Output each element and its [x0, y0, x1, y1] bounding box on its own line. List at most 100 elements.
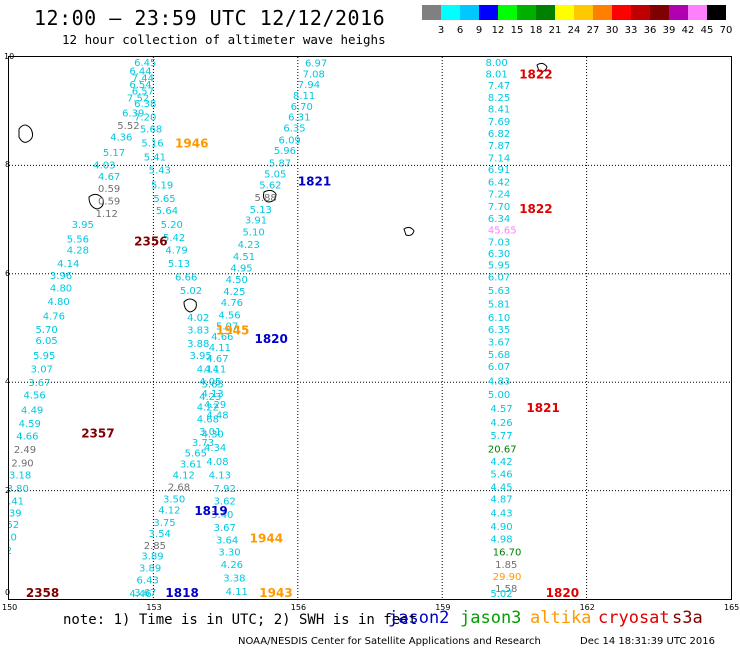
wave-height-label: 3.95: [190, 351, 212, 362]
wave-height-label: 3.67: [488, 338, 510, 349]
wave-height-label: 5.07: [216, 321, 238, 332]
pass-time-label: 1822: [519, 202, 552, 216]
x-tick-label: 153: [146, 603, 162, 612]
wave-height-label: 5.68: [488, 350, 510, 361]
wave-height-label: 7.47: [488, 81, 510, 92]
wave-height-label: 5.16: [141, 139, 163, 150]
footnote: note: 1) Time is in UTC; 2) SWH is in fe…: [63, 612, 418, 628]
color-scale-label: 42: [681, 25, 695, 36]
wave-height-label: 4.56: [218, 310, 240, 321]
island-outline: [403, 226, 415, 236]
island-outline: [263, 189, 277, 203]
wave-height-label: 6.35: [488, 325, 510, 336]
wave-height-label: 4.42: [490, 457, 512, 468]
island-outline: [88, 193, 104, 210]
y-tick-label: 8: [5, 160, 11, 170]
wave-height-label: 8.00: [486, 58, 508, 69]
map-subtitle: 12 hour collection of altimeter wave hei…: [62, 32, 386, 47]
wave-height-label: 6.54: [129, 80, 151, 91]
color-scale-label: 27: [586, 25, 600, 36]
wave-height-label: 7.94: [298, 80, 320, 91]
wave-height-label: 4.66: [211, 332, 233, 343]
wave-height-label: 5.10: [242, 228, 264, 239]
wave-height-label: 6.07: [488, 273, 510, 284]
wave-height-label: 6.31: [288, 113, 310, 124]
wave-height-label: 5.02: [180, 286, 202, 297]
wave-height-label: 4.29: [204, 400, 226, 411]
wave-height-label: 1.12: [96, 209, 118, 220]
wave-height-label: 4.05: [199, 377, 221, 388]
wave-height-label: 3.89: [139, 564, 161, 575]
wave-height-label: 5.20: [161, 220, 183, 231]
wave-height-label: 6.07: [488, 362, 510, 373]
color-scale-swatch: [498, 5, 517, 20]
wave-height-label: 6.45: [134, 58, 156, 69]
wave-height-label: 3.75: [153, 518, 175, 529]
wave-height-label: 6.38: [134, 99, 156, 110]
wave-height-label: 0.59: [98, 197, 120, 208]
wave-height-label: 6.09: [279, 135, 301, 146]
wave-height-label: 1.85: [495, 560, 517, 571]
wave-height-label: 3.61: [180, 460, 202, 471]
wave-height-label: 4.25: [223, 287, 245, 298]
wave-height-label: 2.85: [144, 541, 166, 552]
wave-height-label: 4.45: [490, 482, 512, 493]
wave-height-label: 6.42: [488, 178, 510, 189]
wave-height-label: 3.96: [50, 271, 72, 282]
wave-height-label: 4.26: [490, 418, 512, 429]
wave-height-label: 3.88: [187, 339, 209, 350]
color-scale-label: 21: [548, 25, 562, 36]
x-tick-label: 159: [435, 603, 451, 612]
x-tick-label: 162: [579, 603, 595, 612]
wave-height-label: 3.67: [214, 523, 236, 534]
color-scale-swatch: [593, 5, 612, 20]
wave-height-label: 3.64: [216, 535, 238, 546]
wave-height-label: 5.88: [254, 193, 276, 204]
color-scale-swatch: [574, 5, 593, 20]
y-tick-label: 10: [4, 52, 15, 61]
wave-height-label: 3.62: [214, 496, 236, 507]
wave-height-label: 4.26: [221, 560, 243, 571]
wave-height-label: 6.91: [488, 165, 510, 176]
wave-height-label: 4.12: [158, 506, 180, 517]
wave-height-label: 4.14: [57, 259, 79, 270]
wave-height-label: 8.11: [293, 91, 315, 102]
wave-height-label: 5.62: [259, 180, 281, 191]
wave-height-label: 4.67: [206, 354, 228, 365]
wave-height-label: 6.70: [291, 102, 313, 113]
wave-height-label: 8.01: [486, 69, 508, 80]
generation-timestamp: Dec 14 18:31:39 UTC 2016: [580, 636, 715, 647]
y-tick-label: 4: [5, 377, 11, 387]
legend-altika: altika: [530, 608, 592, 628]
pass-time-label: 1822: [519, 67, 552, 81]
wave-height-label: 3.91: [245, 216, 267, 227]
wave-height-label: 4.08: [206, 457, 228, 468]
wave-height-label: 5.17: [103, 148, 125, 159]
wave-height-label: 7.87: [488, 141, 510, 152]
pass-time-label: 2358: [26, 586, 59, 599]
wave-height-label: 4.30: [202, 430, 224, 441]
wave-height-label: 7.14: [488, 153, 510, 164]
wave-height-label: 4.59: [19, 419, 41, 430]
wave-height-label: 5.65: [153, 194, 175, 205]
wave-height-label: 4.50: [226, 275, 248, 286]
wave-height-label: 6.30: [488, 249, 510, 260]
pass-time-label: 1821: [298, 175, 331, 189]
x-tick-label: 165: [724, 603, 740, 612]
wave-height-label: 3.80: [9, 484, 29, 495]
wave-height-label: 3.01: [199, 427, 221, 438]
wave-height-label: 6.97: [305, 58, 327, 69]
wave-height-label: 4.95: [230, 263, 252, 274]
wave-height-label: 4.36: [110, 133, 132, 144]
wave-height-label: 8.25: [488, 93, 510, 104]
legend-jason3: jason3: [460, 608, 522, 628]
wave-height-label: 0.59: [98, 184, 120, 195]
wave-height-label: 4.28: [67, 245, 89, 256]
wave-height-label: 7.70: [488, 202, 510, 213]
wave-height-label: 7.03: [488, 237, 510, 248]
wave-height-label: 4.68: [197, 415, 219, 426]
wave-height-label: 3.83: [187, 326, 209, 337]
color-scale-swatch: [669, 5, 688, 20]
wave-height-label: 4.46: [129, 589, 151, 599]
wave-height-label: 5.95: [33, 351, 55, 362]
